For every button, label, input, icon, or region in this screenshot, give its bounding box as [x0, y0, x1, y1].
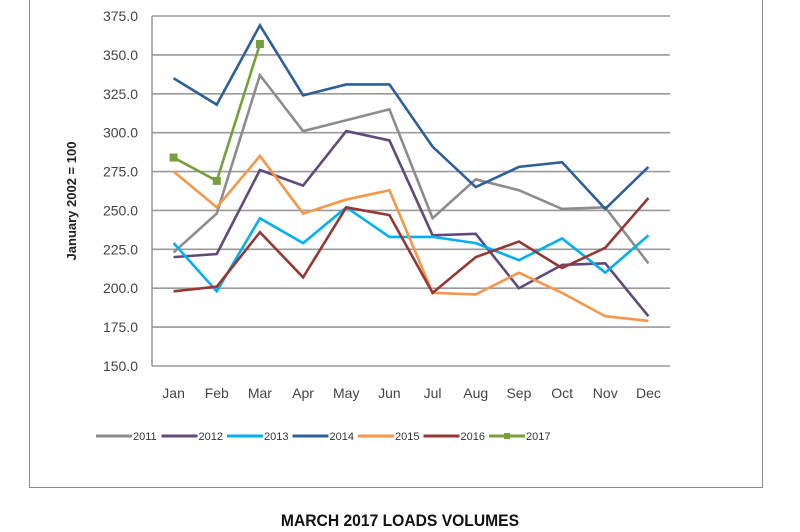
legend-label-2015: 2015: [395, 431, 419, 443]
data-point-2017: [255, 40, 264, 48]
series-line-2016: [173, 197, 650, 295]
x-tick-label: Jan: [162, 385, 185, 401]
y-tick-label: 300.0: [103, 125, 138, 141]
y-tick-label: 250.0: [103, 202, 138, 218]
y-tick-label: 275.0: [103, 164, 138, 180]
legend-label-2013: 2013: [264, 431, 288, 443]
series-line-2015: [172, 153, 649, 323]
data-point-2017: [212, 176, 221, 185]
y-tick-label: 350.0: [103, 47, 138, 63]
y-tick-label: 150.0: [103, 358, 138, 374]
x-tick-label: Mar: [248, 385, 272, 401]
y-tick-label: 225.0: [103, 241, 138, 257]
chart-caption: MARCH 2017 LOADS VOLUMES: [280, 511, 520, 530]
x-tick-label: May: [333, 385, 359, 401]
x-tick-label: Oct: [551, 385, 573, 401]
series-line-2013: [172, 205, 650, 294]
data-point-2017: [169, 153, 178, 162]
chart-frame: [29, 0, 763, 488]
x-tick-label: Nov: [593, 385, 618, 401]
legend-label-2011: 2011: [133, 431, 157, 443]
legend-label-2017: 2017: [526, 431, 550, 443]
x-tick-label: Jul: [424, 385, 442, 401]
x-tick-label: Feb: [205, 385, 229, 401]
x-tick-label: Sep: [506, 385, 531, 401]
x-tick-label: Apr: [292, 385, 314, 401]
y-axis-label: January 2002 = 100: [64, 142, 79, 261]
y-tick-label: 200.0: [103, 280, 138, 296]
y-tick-label: 375.0: [103, 8, 138, 24]
legend-label-2012: 2012: [199, 431, 223, 443]
y-tick-label: 325.0: [103, 86, 138, 102]
x-tick-label: Jun: [378, 385, 401, 401]
line-chart: 150.0 175.0 200.0 225.0 250.0 275.0 300.0 325.0…: [64, 8, 670, 443]
legend-label-2014: 2014: [330, 431, 354, 443]
series-line-2014: [172, 22, 650, 211]
y-tick-label: 175.0: [103, 319, 138, 335]
x-tick-label: Dec: [636, 385, 661, 401]
legend-label-2016: 2016: [461, 431, 485, 443]
series-line-2011: [172, 72, 650, 265]
legend-marker-2017: [504, 433, 510, 439]
x-tick-label: Aug: [463, 385, 488, 401]
